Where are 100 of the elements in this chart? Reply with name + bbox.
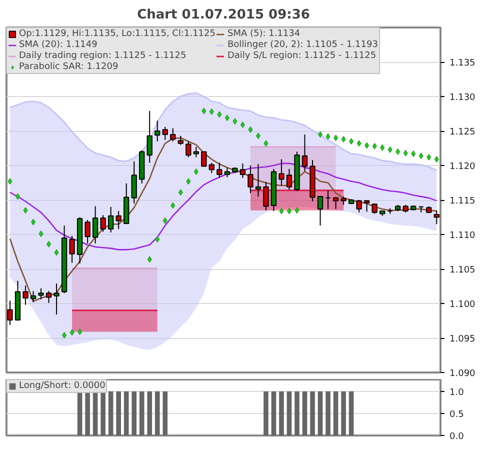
- point: [411, 150, 416, 158]
- point: [224, 114, 230, 122]
- point: [256, 132, 260, 140]
- point: [364, 142, 370, 149]
- candlestick: [69, 235, 75, 264]
- legend-label: Daily trading region: 1.1125 - 1.1125: [19, 51, 186, 61]
- candlestick: [286, 168, 292, 190]
- y-tick-label: 0.0: [450, 432, 464, 442]
- candlestick: [38, 288, 44, 300]
- candlestick: [7, 300, 13, 326]
- point: [23, 207, 28, 214]
- candlestick: [208, 162, 214, 174]
- candlestick: [263, 182, 269, 211]
- point: [388, 146, 392, 153]
- candlestick: [170, 128, 176, 142]
- point: [380, 144, 385, 151]
- y-tick-label: 1.090: [450, 369, 476, 379]
- legend-label: Op:1.1129, Hi:1.1135, Lo:1.1115, Cl:1.1125: [19, 29, 216, 39]
- point: [46, 240, 52, 248]
- candlestick: [131, 160, 137, 204]
- y-tick-label: 1.125: [450, 128, 476, 138]
- point: [31, 218, 36, 226]
- point: [240, 122, 245, 128]
- candlestick: [162, 126, 168, 140]
- chart-title: Chart 01.07.2015 09:36: [137, 8, 310, 22]
- point: [326, 133, 330, 140]
- point: [426, 154, 432, 160]
- point: [8, 178, 12, 185]
- y-tick-label: 1.120: [450, 162, 476, 172]
- candlestick: [317, 196, 324, 226]
- candlestick: [248, 165, 254, 194]
- candlestick: [240, 162, 246, 178]
- candlestick: [278, 158, 284, 186]
- point: [217, 111, 222, 118]
- candlestick: [216, 162, 222, 178]
- point: [54, 249, 59, 256]
- candlestick: [154, 120, 160, 142]
- y-tick-label: 1.095: [450, 334, 476, 344]
- point: [209, 108, 214, 115]
- legend-label: Parabolic SAR: 1.1209: [19, 62, 118, 72]
- point: [318, 131, 323, 138]
- candlestick: [116, 210, 122, 230]
- point: [155, 236, 160, 243]
- y-tick-label: 1.115: [450, 196, 476, 206]
- candlestick: [54, 282, 60, 316]
- point: [349, 138, 354, 145]
- point: [194, 168, 198, 175]
- point: [279, 208, 284, 214]
- legend-label: SMA (20): 1.1149: [19, 40, 98, 50]
- point: [70, 329, 74, 336]
- point: [434, 156, 439, 163]
- candlestick: [364, 200, 370, 212]
- candlestick: [255, 164, 262, 198]
- point: [147, 256, 152, 263]
- candlestick: [92, 206, 98, 244]
- candlestick: [84, 220, 90, 244]
- point: [418, 152, 424, 160]
- legend-label: SMA (5): 1.1134: [227, 29, 300, 39]
- candlestick: [201, 151, 207, 167]
- candlestick: [434, 210, 440, 225]
- point: [202, 108, 206, 114]
- y-tick-label: 1.100: [450, 300, 476, 310]
- point: [334, 134, 338, 142]
- candlestick: [186, 140, 192, 158]
- candlestick: [46, 290, 52, 304]
- y-tick-label: 1.105: [450, 266, 476, 276]
- point: [372, 142, 377, 150]
- candlestick: [302, 134, 308, 172]
- candlestick: [224, 167, 230, 178]
- point: [232, 118, 238, 125]
- candlestick: [108, 206, 114, 233]
- legend-label: Daily S/L region: 1.1125 - 1.1125: [227, 51, 376, 61]
- candlestick: [100, 214, 106, 232]
- y-tick-label: 1.110: [450, 231, 476, 241]
- point: [341, 136, 346, 143]
- point: [162, 217, 168, 224]
- point: [186, 178, 191, 185]
- point: [264, 140, 268, 147]
- candlestick: [356, 200, 362, 213]
- y-tick-label: 1.0: [450, 388, 464, 398]
- point: [403, 150, 408, 156]
- point: [62, 332, 67, 338]
- point: [286, 208, 292, 214]
- point: [294, 207, 300, 214]
- y-tick-label: 1.130: [450, 93, 476, 103]
- point: [178, 189, 183, 196]
- candlestick: [193, 146, 199, 158]
- legend-label: Long/Short: 0.0000: [19, 381, 106, 391]
- candlestick: [325, 190, 331, 210]
- legend-label: Bollinger (20, 2): 1.1105 - 1.1193: [227, 40, 378, 50]
- y-tick-label: 1.135: [450, 58, 476, 68]
- candlestick: [30, 290, 36, 303]
- point: [396, 148, 400, 155]
- candlestick: [332, 196, 339, 210]
- point: [38, 230, 44, 238]
- point: [356, 140, 362, 147]
- candlestick: [146, 110, 152, 164]
- candlestick: [22, 285, 28, 306]
- point: [248, 126, 253, 133]
- point: [78, 328, 82, 336]
